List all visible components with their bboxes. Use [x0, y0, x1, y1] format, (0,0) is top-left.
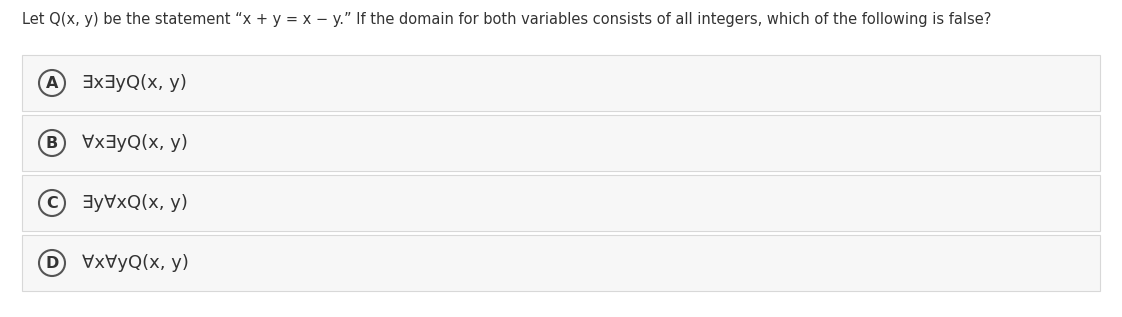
Circle shape: [39, 190, 65, 216]
Circle shape: [39, 70, 65, 96]
FancyBboxPatch shape: [22, 115, 1100, 171]
Text: ∀x∀yQ(x, y): ∀x∀yQ(x, y): [82, 254, 188, 272]
Text: Let Q(x, y) be the statement “x + y = x − y.” If the domain for both variables c: Let Q(x, y) be the statement “x + y = x …: [22, 12, 992, 27]
FancyBboxPatch shape: [22, 175, 1100, 231]
Circle shape: [39, 250, 65, 276]
Text: ∃x∃yQ(x, y): ∃x∃yQ(x, y): [82, 74, 187, 92]
Text: B: B: [46, 135, 58, 151]
Circle shape: [39, 130, 65, 156]
Text: C: C: [46, 196, 58, 210]
Text: ∀x∃yQ(x, y): ∀x∃yQ(x, y): [82, 134, 187, 152]
Text: A: A: [46, 75, 58, 90]
Text: D: D: [45, 256, 58, 270]
Text: ∃y∀xQ(x, y): ∃y∀xQ(x, y): [82, 194, 187, 212]
FancyBboxPatch shape: [22, 55, 1100, 111]
FancyBboxPatch shape: [22, 235, 1100, 291]
